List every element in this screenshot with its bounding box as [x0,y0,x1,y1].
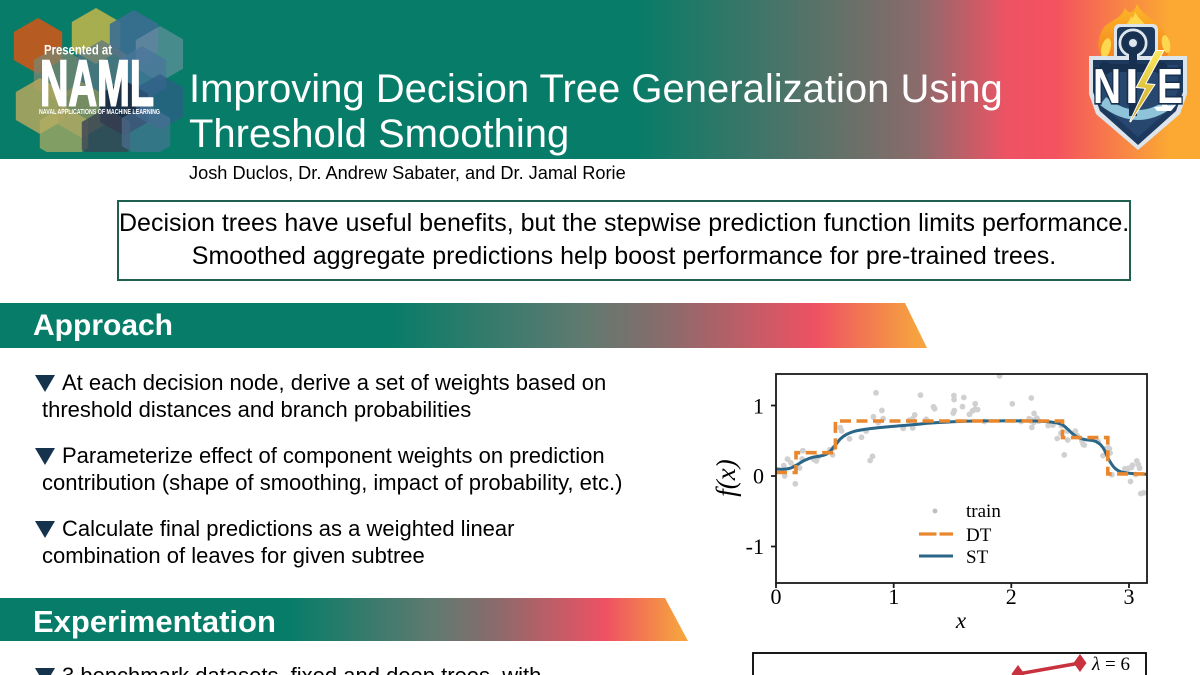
svg-text:2: 2 [1006,584,1017,609]
svg-text:0: 0 [753,464,764,489]
svg-text:NAML: NAML [40,47,154,120]
svg-text:1: 1 [888,584,899,609]
svg-text:train: train [966,501,1001,522]
svg-text:0: 0 [771,584,782,609]
svg-text:ST: ST [966,547,989,568]
svg-text:f(x): f(x) [711,459,741,496]
svg-text:Presented at: Presented at [44,43,112,58]
svg-text:λ = 6: λ = 6 [1091,654,1130,675]
svg-text:DT: DT [966,525,992,546]
svg-text:x: x [955,608,967,633]
svg-text:-1: -1 [746,534,764,559]
svg-text:3: 3 [1124,584,1135,609]
svg-text:NAVAL APPLICATIONS OF MACHINE: NAVAL APPLICATIONS OF MACHINE LEARNING [39,107,160,116]
svg-text:E: E [1157,60,1183,114]
svg-text:I: I [1125,60,1139,114]
svg-text:1: 1 [753,394,764,419]
svg-text:N: N [1093,60,1121,114]
